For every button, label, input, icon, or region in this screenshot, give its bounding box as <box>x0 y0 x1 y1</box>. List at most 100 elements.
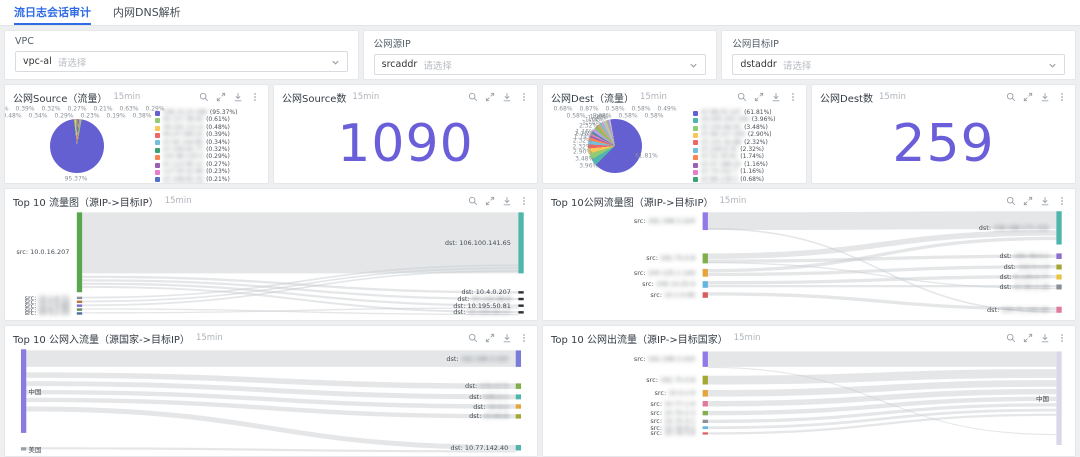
top10-outbound-sankey[interactable]: src: 192.168.3.220 src: 192.75.0.8 src: 10… <box>543 346 1075 456</box>
sankey-node[interactable] <box>1056 306 1062 313</box>
sankey-flow[interactable] <box>26 350 516 367</box>
sankey-node[interactable] <box>515 404 522 409</box>
download-icon[interactable] <box>1040 333 1050 343</box>
top10-inbound-sankey[interactable]: 中国 美国 dst: 192.168.3.220 dst: 172.17.5 dst: … <box>5 346 537 456</box>
sankey-node[interactable] <box>702 268 708 277</box>
expand-icon[interactable] <box>754 92 764 102</box>
sankey-flow[interactable] <box>707 236 1057 273</box>
sankey-node[interactable] <box>515 350 522 367</box>
kebab-menu-icon[interactable] <box>519 333 529 343</box>
download-icon[interactable] <box>502 196 512 206</box>
sankey-flow[interactable] <box>707 230 1057 259</box>
legend-item[interactable]: 45.117.38.44 (0.61%) <box>155 116 264 123</box>
sankey-node[interactable] <box>1056 351 1062 446</box>
sankey-node[interactable] <box>702 292 708 298</box>
sankey-flow[interactable] <box>26 372 516 389</box>
sankey-node[interactable] <box>702 351 708 367</box>
sankey-flow[interactable] <box>82 267 519 303</box>
sankey-flow[interactable] <box>26 406 516 450</box>
zoom-icon[interactable] <box>468 196 478 206</box>
expand-icon[interactable] <box>1023 196 1033 206</box>
sankey-flow[interactable] <box>707 380 1057 397</box>
kebab-menu-icon[interactable] <box>1057 333 1067 343</box>
sankey-node[interactable] <box>518 297 524 301</box>
legend-item[interactable]: 47.52.30.61 (1.74%) <box>693 154 802 160</box>
sankey-flow[interactable] <box>82 270 519 307</box>
legend-item[interactable]: 47.108.65.33 (0.21%) <box>155 176 264 183</box>
top10-flow-sankey[interactable]: src: 10.0.16.207 src: 10.1.6.21 src: 10.0.… <box>5 209 537 320</box>
zoom-icon[interactable] <box>737 92 747 102</box>
download-icon[interactable] <box>502 333 512 343</box>
sankey-node[interactable] <box>76 312 83 315</box>
public-dest-pie-chart[interactable]: 61.81% 3.96% 3.48% 2.90% 2.32% 2.32% 1.74% 1.16… <box>543 105 806 183</box>
sankey-flow[interactable] <box>82 212 519 274</box>
top10-public-flow-sankey[interactable]: src: 192.168.3.220 src: 192.75.0.8 src: 10… <box>543 209 1075 320</box>
kebab-menu-icon[interactable] <box>519 196 529 206</box>
sankey-node[interactable] <box>702 212 708 231</box>
sankey-canvas[interactable] <box>5 209 537 320</box>
tab-flow-log-audit[interactable]: 流日志会话审计 <box>14 0 91 25</box>
sankey-node[interactable] <box>515 383 522 389</box>
expand-icon[interactable] <box>1023 333 1033 343</box>
sankey-flow[interactable] <box>707 254 1057 263</box>
download-icon[interactable] <box>502 92 512 102</box>
sankey-flow[interactable] <box>707 396 1057 416</box>
sankey-flow[interactable] <box>82 264 519 299</box>
sankey-node[interactable] <box>76 212 83 293</box>
sankey-node[interactable] <box>20 349 27 433</box>
pie-chart[interactable] <box>588 119 642 173</box>
sankey-node[interactable] <box>76 304 83 307</box>
sankey-node[interactable] <box>518 291 524 294</box>
sankey-node[interactable] <box>518 311 524 314</box>
legend-item[interactable]: 47.102.84.91 (3.48%) <box>693 124 802 131</box>
sankey-node[interactable] <box>518 212 524 274</box>
expand-icon[interactable] <box>485 92 495 102</box>
sankey-flow[interactable] <box>82 285 519 314</box>
sankey-flow[interactable] <box>82 308 519 316</box>
legend-item[interactable]: 47.89.178.3 (0.68%) <box>693 176 802 183</box>
sankey-flow[interactable] <box>707 366 1057 436</box>
sankey-node[interactable] <box>1056 264 1062 270</box>
kebab-menu-icon[interactable] <box>250 92 260 102</box>
sankey-canvas[interactable] <box>543 346 1075 456</box>
sankey-node[interactable] <box>702 410 708 416</box>
sankey-node[interactable] <box>76 296 83 300</box>
legend-item[interactable]: 39.102.111.6 (0.48%) <box>155 124 264 131</box>
sankey-node[interactable] <box>515 414 522 419</box>
sankey-flow[interactable] <box>707 262 1057 290</box>
zoom-icon[interactable] <box>1006 333 1016 343</box>
legend-item[interactable]: 47.101.42.88 (2.32%) <box>693 139 802 146</box>
sankey-node[interactable] <box>518 304 524 307</box>
expand-icon[interactable] <box>216 92 226 102</box>
sankey-flow[interactable] <box>707 227 1057 313</box>
download-icon[interactable] <box>1040 196 1050 206</box>
sankey-flow[interactable] <box>82 282 519 307</box>
tab-intranet-dns[interactable]: 内网DNS解析 <box>113 0 181 25</box>
legend-item[interactable]: 47.244.9.35 (2.32%) <box>693 146 802 153</box>
sankey-flow[interactable] <box>26 390 516 409</box>
legend-item[interactable]: 106.15.23.189 (95.37%) <box>155 109 264 116</box>
sankey-canvas[interactable] <box>5 346 537 456</box>
sankey-flow[interactable] <box>707 413 1057 435</box>
zoom-icon[interactable] <box>1006 196 1016 206</box>
sankey-flow[interactable] <box>707 369 1057 385</box>
kebab-menu-icon[interactable] <box>519 92 529 102</box>
legend-item[interactable]: 47.104.65.77 (0.32%) <box>155 146 264 153</box>
dst-ip-select[interactable]: dstaddr 请选择 <box>732 54 1065 75</box>
kebab-menu-icon[interactable] <box>1057 92 1067 102</box>
sankey-node[interactable] <box>20 447 27 451</box>
sankey-node[interactable] <box>702 281 708 288</box>
download-icon[interactable] <box>771 92 781 102</box>
sankey-flow[interactable] <box>26 381 516 400</box>
legend-item[interactable]: 117.50.22.96 (0.23%) <box>155 168 264 175</box>
zoom-icon[interactable] <box>468 333 478 343</box>
sankey-flow[interactable] <box>707 403 1057 423</box>
kebab-menu-icon[interactable] <box>788 92 798 102</box>
download-icon[interactable] <box>1040 92 1050 102</box>
sankey-node[interactable] <box>1056 284 1062 290</box>
legend-item[interactable]: 47.74.152.7 (1.16%) <box>693 168 802 175</box>
sankey-flow[interactable] <box>26 447 516 453</box>
sankey-flow[interactable] <box>707 292 1057 311</box>
zoom-icon[interactable] <box>1006 92 1016 102</box>
legend-item[interactable]: 64.23.199.22 (0.39%) <box>155 131 264 138</box>
